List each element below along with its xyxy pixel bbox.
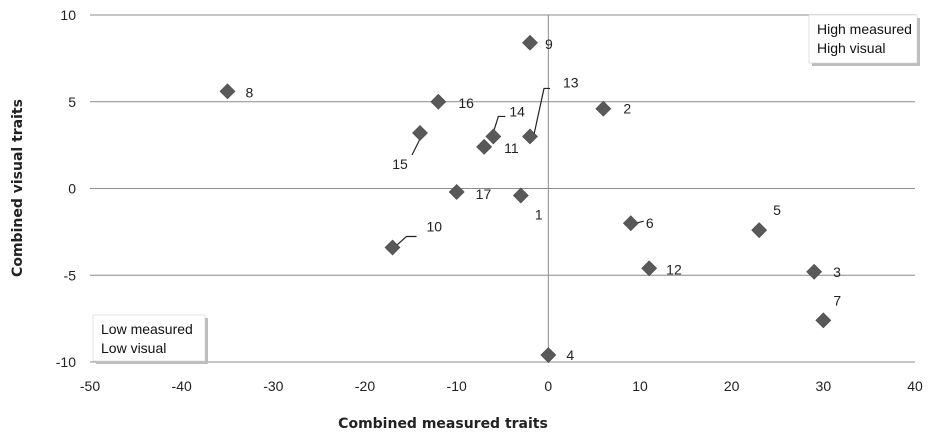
point-label: 4 bbox=[566, 347, 574, 363]
point-label: 9 bbox=[545, 36, 553, 52]
x-tick-label: 40 bbox=[907, 378, 923, 394]
y-tick-label: 0 bbox=[68, 181, 76, 197]
x-tick-label: -20 bbox=[355, 378, 375, 394]
y-tick-label: 10 bbox=[60, 7, 76, 23]
x-tick-label: -30 bbox=[263, 378, 283, 394]
data-points bbox=[219, 34, 832, 363]
data-point bbox=[485, 128, 502, 145]
x-tick-label: 30 bbox=[816, 378, 832, 394]
annotation-box bbox=[808, 14, 918, 64]
point-label: 12 bbox=[666, 261, 682, 277]
gridlines bbox=[90, 14, 915, 363]
x-tick-label: -50 bbox=[80, 378, 100, 394]
data-point bbox=[219, 83, 236, 100]
point-label: 13 bbox=[563, 74, 579, 90]
x-tick-label: 20 bbox=[724, 378, 740, 394]
annotation-box bbox=[92, 314, 206, 362]
point-label: 11 bbox=[504, 140, 519, 156]
point-label: 10 bbox=[427, 218, 443, 234]
data-point bbox=[476, 138, 493, 155]
point-label: 14 bbox=[509, 103, 525, 119]
point-label: 3 bbox=[833, 264, 841, 280]
data-point bbox=[595, 100, 612, 117]
data-point bbox=[641, 260, 658, 277]
quadrant-annotations: High measured High visual Low measured Low … bbox=[92, 14, 920, 364]
data-point bbox=[448, 184, 465, 200]
annotation-text: Low measured bbox=[101, 321, 193, 337]
data-point bbox=[412, 125, 428, 141]
x-tick-label: -40 bbox=[172, 378, 192, 394]
annotation-text: Low visual bbox=[101, 340, 166, 356]
y-tick-label: -5 bbox=[64, 267, 77, 283]
point-label: 8 bbox=[246, 84, 254, 100]
data-point bbox=[540, 347, 557, 363]
y-tick-label: 5 bbox=[68, 94, 76, 110]
y-axis-title: Combined visual traits bbox=[10, 99, 26, 277]
data-point bbox=[815, 312, 832, 329]
point-label: 15 bbox=[392, 156, 408, 172]
x-tick-label: -10 bbox=[447, 378, 467, 394]
x-axis-title: Combined measured traits bbox=[338, 416, 548, 432]
x-tick-label: 0 bbox=[544, 378, 552, 394]
x-tick-label: 10 bbox=[632, 378, 648, 394]
data-point bbox=[430, 93, 447, 110]
leader-line bbox=[396, 235, 417, 246]
data-point bbox=[751, 222, 768, 239]
point-label: 2 bbox=[623, 101, 631, 117]
leader-line bbox=[492, 115, 506, 133]
axes bbox=[90, 15, 915, 362]
data-point bbox=[522, 34, 538, 51]
point-label: 6 bbox=[646, 215, 654, 231]
point-label: 7 bbox=[833, 292, 841, 308]
leader-line bbox=[411, 138, 421, 156]
annotation-text: High visual bbox=[817, 40, 885, 56]
y-tick-label: -10 bbox=[56, 354, 76, 370]
data-point bbox=[384, 239, 401, 256]
data-point bbox=[522, 128, 538, 145]
point-label: 16 bbox=[458, 95, 474, 111]
point-label: 1 bbox=[535, 206, 543, 222]
leader-line bbox=[533, 87, 550, 135]
point-label: 5 bbox=[773, 202, 781, 218]
y-axis-ticks: -10 -5 0 5 10 bbox=[56, 7, 76, 370]
data-point bbox=[806, 263, 823, 280]
x-axis-ticks: -50 -40 -30 -20 -10 0 10 20 30 40 bbox=[80, 378, 923, 394]
point-label: 17 bbox=[476, 186, 492, 202]
data-point bbox=[512, 187, 529, 204]
annotation-text: High measured bbox=[817, 21, 912, 37]
data-point bbox=[622, 215, 639, 232]
